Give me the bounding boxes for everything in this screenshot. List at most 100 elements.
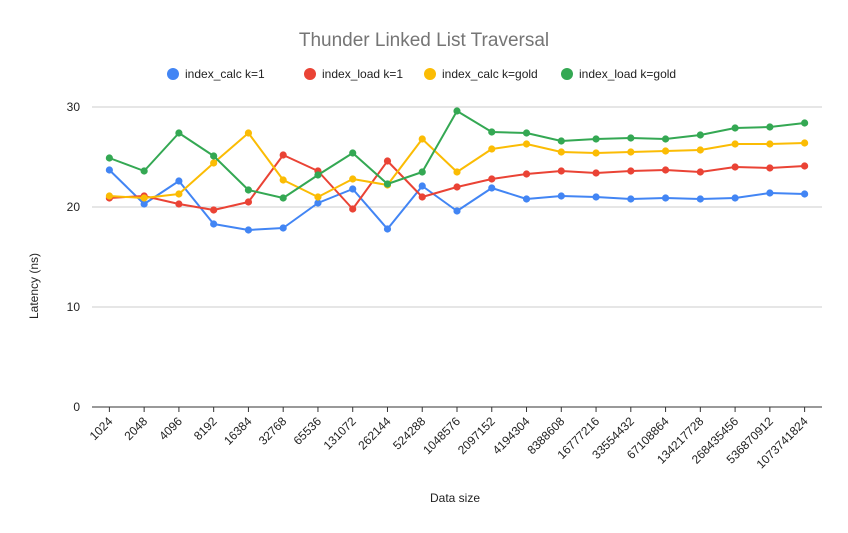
data-point[interactable] <box>696 195 704 203</box>
data-point[interactable] <box>731 163 739 171</box>
data-point[interactable] <box>314 193 322 201</box>
data-point[interactable] <box>592 135 600 143</box>
data-point[interactable] <box>801 190 809 198</box>
data-point[interactable] <box>453 168 461 176</box>
data-point[interactable] <box>175 129 183 137</box>
x-tick-label: 2097152 <box>455 414 498 457</box>
data-point[interactable] <box>175 190 183 198</box>
data-point[interactable] <box>661 135 670 143</box>
x-tick-label: 2048 <box>121 414 150 443</box>
data-point[interactable] <box>105 154 113 162</box>
data-point[interactable] <box>627 195 635 203</box>
data-point[interactable] <box>661 194 670 202</box>
series-index-calc-k-1 <box>105 166 809 234</box>
data-point[interactable] <box>210 152 218 160</box>
data-point[interactable] <box>557 148 565 156</box>
legend-item[interactable]: index_load k=gold <box>561 67 676 81</box>
data-point[interactable] <box>731 140 739 148</box>
data-point[interactable] <box>314 171 322 179</box>
data-point[interactable] <box>175 200 183 208</box>
data-point[interactable] <box>801 139 809 147</box>
data-point[interactable] <box>140 167 148 175</box>
data-point[interactable] <box>244 129 253 137</box>
data-point[interactable] <box>522 195 531 203</box>
data-point[interactable] <box>349 175 357 183</box>
data-point[interactable] <box>627 167 635 175</box>
data-point[interactable] <box>383 225 392 233</box>
data-point[interactable] <box>488 145 496 153</box>
data-point[interactable] <box>696 168 704 176</box>
legend-swatch <box>304 68 316 80</box>
data-point[interactable] <box>244 226 253 234</box>
series-index-calc-k-gold <box>105 129 809 202</box>
x-tick-label: 65536 <box>291 414 325 448</box>
y-tick-label: 10 <box>67 300 81 314</box>
legend-swatch <box>167 68 179 80</box>
legend-item[interactable]: index_calc k=1 <box>167 67 265 81</box>
data-point[interactable] <box>140 194 148 202</box>
data-point[interactable] <box>210 220 218 228</box>
data-point[interactable] <box>279 194 287 202</box>
data-point[interactable] <box>383 180 392 188</box>
legend-item[interactable]: index_load k=1 <box>304 67 403 81</box>
data-point[interactable] <box>418 182 426 190</box>
x-axis-ticks: 1024 2048 4096 8192 16384 32768 65536131072262… <box>87 407 811 471</box>
data-point[interactable] <box>279 176 287 184</box>
data-point[interactable] <box>696 146 704 154</box>
data-point[interactable] <box>592 193 600 201</box>
data-point[interactable] <box>522 140 531 148</box>
data-point[interactable] <box>766 189 774 197</box>
data-point[interactable] <box>105 192 113 200</box>
data-point[interactable] <box>488 184 496 192</box>
data-point[interactable] <box>766 140 774 148</box>
data-point[interactable] <box>801 119 809 127</box>
data-point[interactable] <box>349 205 357 213</box>
data-point[interactable] <box>627 134 635 142</box>
data-point[interactable] <box>453 207 461 215</box>
data-point[interactable] <box>349 149 357 157</box>
data-point[interactable] <box>175 177 183 185</box>
data-point[interactable] <box>592 149 600 157</box>
y-tick-label: 30 <box>67 100 81 114</box>
gridlines <box>92 106 822 408</box>
data-point[interactable] <box>314 199 322 207</box>
data-point[interactable] <box>557 192 565 200</box>
data-point[interactable] <box>453 183 461 191</box>
data-point[interactable] <box>488 175 496 183</box>
data-point[interactable] <box>418 168 426 176</box>
data-point[interactable] <box>557 167 565 175</box>
data-point[interactable] <box>661 166 670 174</box>
data-point[interactable] <box>627 148 635 156</box>
data-point[interactable] <box>661 147 670 155</box>
chart-title: Thunder Linked List Traversal <box>299 30 549 51</box>
data-point[interactable] <box>418 135 426 143</box>
data-point[interactable] <box>453 107 461 115</box>
data-point[interactable] <box>244 198 253 206</box>
data-point[interactable] <box>801 162 809 170</box>
data-point[interactable] <box>731 124 739 132</box>
x-tick-label: 4096 <box>156 414 185 443</box>
data-point[interactable] <box>418 193 426 201</box>
data-point[interactable] <box>140 200 148 208</box>
data-point[interactable] <box>731 194 739 202</box>
data-point[interactable] <box>244 186 253 194</box>
legend[interactable]: index_calc k=1 index_load k=1 index_calc k… <box>167 67 676 81</box>
data-point[interactable] <box>105 166 113 174</box>
data-point[interactable] <box>488 128 496 136</box>
data-point[interactable] <box>766 164 774 172</box>
data-point[interactable] <box>210 159 218 167</box>
data-point[interactable] <box>592 169 600 177</box>
data-point[interactable] <box>279 151 287 159</box>
data-point[interactable] <box>696 131 704 139</box>
legend-item[interactable]: index_calc k=gold <box>424 67 538 81</box>
y-tick-label: 20 <box>67 200 81 214</box>
data-point[interactable] <box>210 206 218 214</box>
data-point[interactable] <box>383 157 392 165</box>
data-point[interactable] <box>279 224 287 232</box>
data-point[interactable] <box>349 185 357 193</box>
data-point[interactable] <box>557 137 565 145</box>
x-tick-label: 262144 <box>355 414 393 452</box>
data-point[interactable] <box>522 129 531 137</box>
data-point[interactable] <box>522 170 531 178</box>
data-point[interactable] <box>766 123 774 131</box>
